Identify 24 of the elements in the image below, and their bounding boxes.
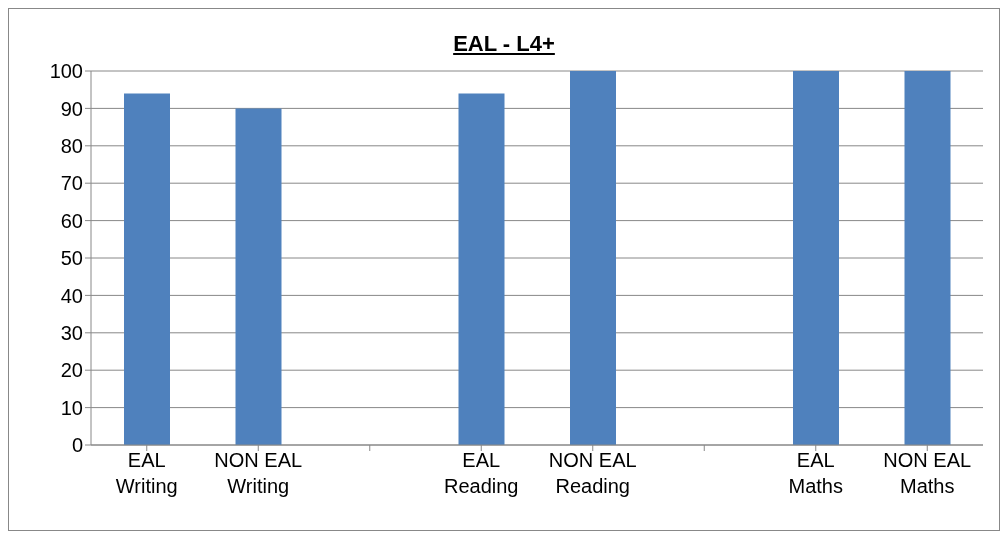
y-tick-label: 0	[71, 434, 83, 457]
x-tick-label: NON EAL Maths	[883, 449, 972, 497]
y-tick-label: 50	[60, 247, 83, 270]
x-tick-label: EAL Maths	[788, 449, 843, 497]
y-tick-label: 30	[60, 321, 83, 344]
y-tick-label: 60	[60, 209, 83, 232]
y-tick-label: 90	[60, 97, 83, 120]
chart-title: EAL - L4+	[452, 31, 556, 58]
y-tick-label: 100	[49, 60, 83, 83]
bar	[458, 93, 505, 445]
y-tick-label: 70	[60, 172, 83, 195]
x-tick-label: EAL Reading	[443, 449, 519, 497]
x-tick-label: NON EAL Writing	[214, 449, 303, 497]
bar	[124, 93, 170, 445]
bar	[570, 71, 616, 445]
x-tick-label: EAL Writing	[115, 449, 178, 497]
y-tick-label: 80	[60, 134, 83, 157]
y-tick-label: 10	[60, 396, 83, 419]
x-tick-label: NON EAL Reading	[548, 449, 637, 497]
bar	[793, 71, 839, 445]
bar	[235, 108, 282, 445]
y-tick-label: 20	[60, 359, 83, 382]
bar	[904, 71, 951, 445]
y-tick-label: 40	[60, 284, 83, 307]
